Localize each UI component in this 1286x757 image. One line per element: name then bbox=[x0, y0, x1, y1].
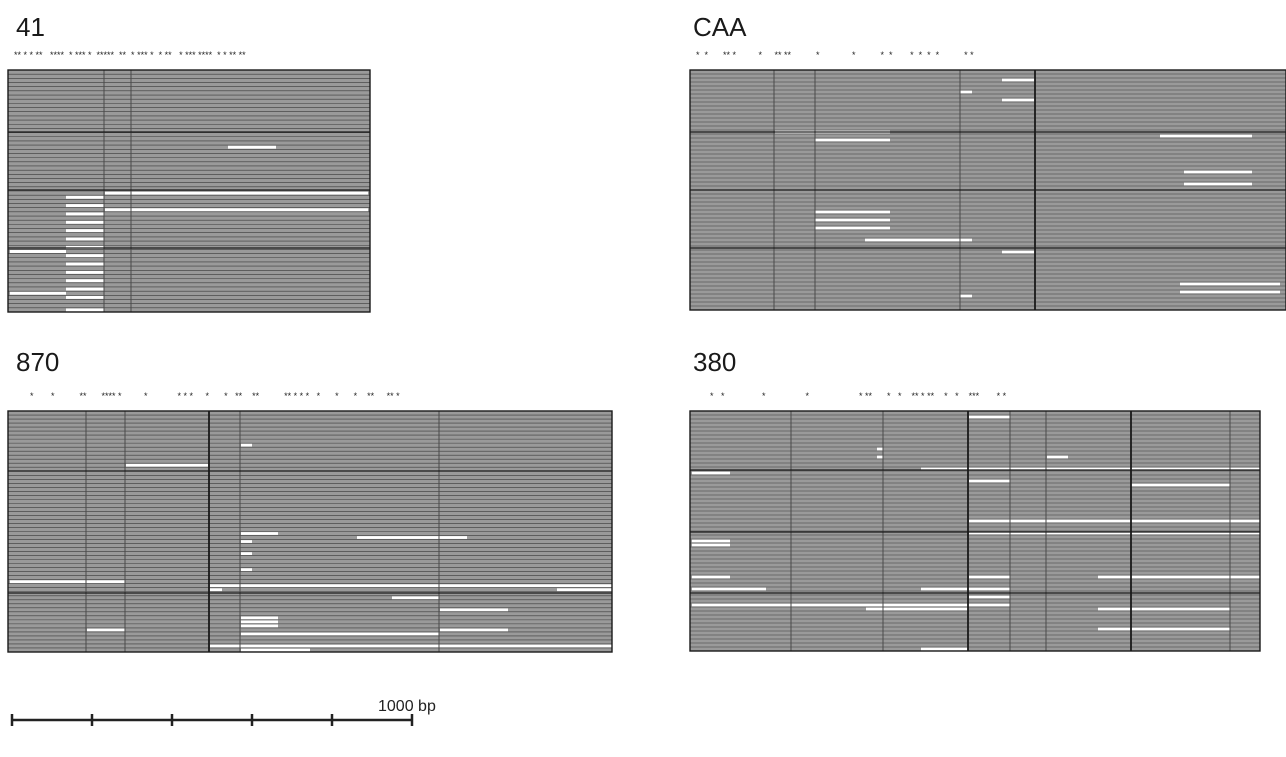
gap-segment bbox=[210, 584, 612, 588]
gap-segment bbox=[877, 455, 883, 459]
gap-segment bbox=[66, 279, 104, 283]
panel-title: 380 bbox=[693, 347, 737, 377]
alignment-border bbox=[7, 410, 613, 653]
gap-segment bbox=[66, 237, 104, 241]
gap-segment bbox=[969, 575, 1010, 579]
gap-segment bbox=[241, 624, 278, 628]
gap-segment bbox=[921, 647, 968, 651]
gap-segment bbox=[1160, 134, 1252, 138]
gap-segment bbox=[1180, 290, 1280, 294]
gap-segment bbox=[866, 607, 968, 611]
gap-segment bbox=[1002, 78, 1035, 82]
gap-segment bbox=[692, 539, 730, 543]
gap-segment bbox=[210, 588, 222, 592]
gap-segment bbox=[692, 543, 730, 547]
gap-segment bbox=[1180, 282, 1280, 286]
panel-title: 870 bbox=[16, 347, 60, 377]
gap-segment bbox=[241, 540, 252, 543]
gap-segment bbox=[969, 479, 1010, 483]
gap-segment bbox=[692, 603, 1010, 607]
gap-segment bbox=[66, 287, 104, 291]
alignment-border bbox=[689, 410, 1261, 652]
gap-segment bbox=[877, 447, 883, 451]
gap-segment bbox=[87, 628, 125, 632]
gap-segment bbox=[66, 195, 104, 199]
gap-segment bbox=[1047, 455, 1068, 459]
gap-segment bbox=[692, 471, 730, 475]
panel-title: 41 bbox=[16, 12, 45, 42]
gap-segment bbox=[10, 580, 125, 584]
gap-segment bbox=[815, 226, 890, 230]
conservation-stars: * * ** * * ** ** * * * * * * * * * * bbox=[696, 50, 974, 60]
gap-segment bbox=[66, 245, 104, 249]
gap-segment bbox=[241, 552, 252, 555]
gap-segment bbox=[241, 620, 278, 624]
gap-segment bbox=[66, 262, 104, 266]
gap-segment bbox=[66, 220, 104, 224]
conservation-stars: ** * * ** **** * *** * ***** ** * *** * … bbox=[14, 50, 246, 60]
gap-segment bbox=[960, 90, 972, 94]
gap-segment bbox=[241, 632, 439, 636]
gap-segment bbox=[865, 238, 972, 242]
gap-segment bbox=[228, 145, 276, 149]
gap-segment bbox=[66, 254, 104, 258]
gap-segment bbox=[357, 536, 467, 539]
alignment-border bbox=[689, 69, 1286, 311]
gap-segment bbox=[440, 608, 508, 612]
gap-segment bbox=[66, 295, 104, 299]
gap-segment bbox=[1131, 483, 1230, 487]
gap-segment bbox=[10, 250, 66, 253]
gap-segment bbox=[1098, 627, 1230, 631]
gap-segment bbox=[1098, 607, 1230, 611]
panel-title: CAA bbox=[693, 12, 747, 42]
gap-segment bbox=[1002, 98, 1035, 102]
gap-segment bbox=[66, 270, 104, 274]
gap-segment bbox=[241, 443, 252, 447]
gap-segment bbox=[815, 218, 890, 222]
gap-segment bbox=[392, 596, 439, 600]
gap-segment bbox=[1002, 250, 1035, 254]
gap-segment bbox=[241, 616, 278, 620]
gap-segment bbox=[66, 308, 104, 312]
gap-segment bbox=[126, 463, 208, 467]
alignment-border bbox=[7, 69, 371, 313]
gap-segment bbox=[440, 628, 508, 632]
gap-segment bbox=[969, 519, 1260, 523]
conservation-stars: * * * * * ** * * ** * ** * * *** * * bbox=[710, 391, 1007, 401]
gap-segment bbox=[241, 532, 278, 535]
gap-segment bbox=[969, 415, 1010, 419]
gap-segment bbox=[1098, 575, 1260, 579]
gap-segment bbox=[241, 648, 310, 652]
gap-segment bbox=[969, 531, 1260, 535]
gap-segment bbox=[1184, 182, 1252, 186]
gap-segment bbox=[921, 467, 1260, 471]
gap-segment bbox=[1184, 170, 1252, 174]
gap-segment bbox=[241, 568, 252, 572]
gap-segment bbox=[969, 595, 1010, 599]
gap-segment bbox=[66, 204, 104, 208]
gap-segment bbox=[692, 587, 766, 591]
gap-segment bbox=[66, 212, 104, 216]
gap-segment bbox=[105, 191, 368, 195]
gap-segment bbox=[210, 644, 612, 648]
gap-segment bbox=[960, 294, 972, 298]
gap-segment bbox=[921, 587, 1010, 591]
gap-segment bbox=[557, 588, 612, 592]
conservation-stars: * * ** **** * * * * * * * ** ** ** * * *… bbox=[30, 391, 400, 401]
gap-segment bbox=[66, 229, 104, 233]
gap-segment bbox=[815, 138, 890, 142]
scale-bar-label: 1000 bp bbox=[378, 698, 436, 715]
gap-segment bbox=[10, 291, 66, 295]
gap-segment bbox=[105, 208, 368, 212]
gap-segment bbox=[692, 575, 730, 579]
gap-segment bbox=[815, 210, 890, 214]
